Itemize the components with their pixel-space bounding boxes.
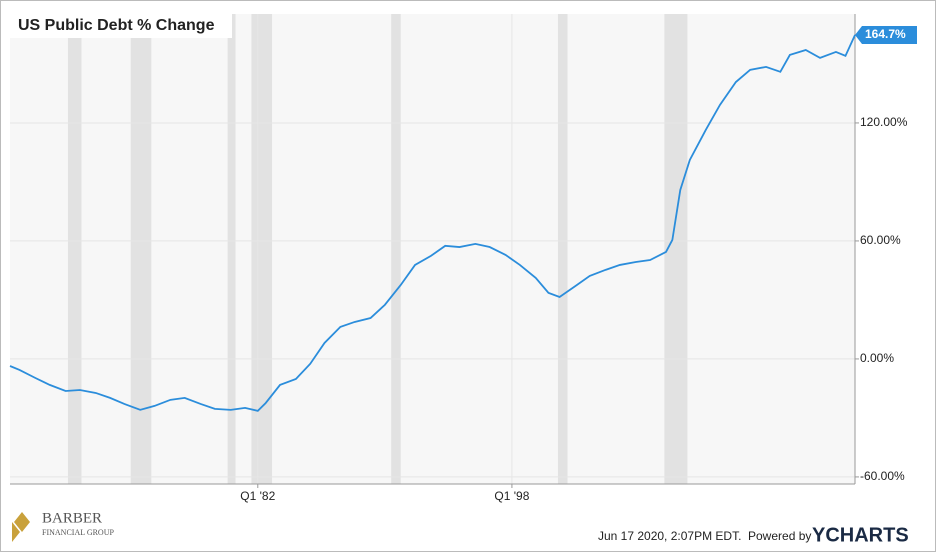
value-label: 164.7% [865, 27, 906, 41]
powered-by: Powered by [748, 529, 811, 543]
recession-band [391, 14, 401, 484]
recession-band [227, 14, 236, 484]
logo: BARBER FINANCIAL GROUP [12, 510, 114, 542]
recession-band [130, 14, 152, 484]
recession-band [251, 14, 273, 484]
x-tick-label: Q1 '82 [240, 489, 275, 503]
title-box [10, 14, 232, 38]
y-tick-label: 120.00% [860, 115, 908, 129]
line [9, 34, 856, 412]
recession-band [67, 14, 82, 484]
value-label-box [855, 26, 917, 45]
recession-band [557, 14, 568, 484]
timestamp: Jun 17 2020, 2:07PM EDT. [598, 529, 741, 543]
y-tick-label: 0.00% [860, 351, 894, 365]
y-tick-label: -60.00% [860, 469, 905, 483]
chart-title: US Public Debt % Change [18, 17, 215, 34]
x-tick-label: Q1 '98 [494, 489, 529, 503]
logo-sub: FINANCIAL GROUP [42, 528, 114, 537]
logo-name: BARBER [42, 510, 102, 526]
brand: YCHARTS [812, 524, 909, 546]
y-tick-label: 60.00% [860, 233, 901, 247]
recession-band [664, 14, 688, 484]
logo-icon [12, 512, 30, 542]
